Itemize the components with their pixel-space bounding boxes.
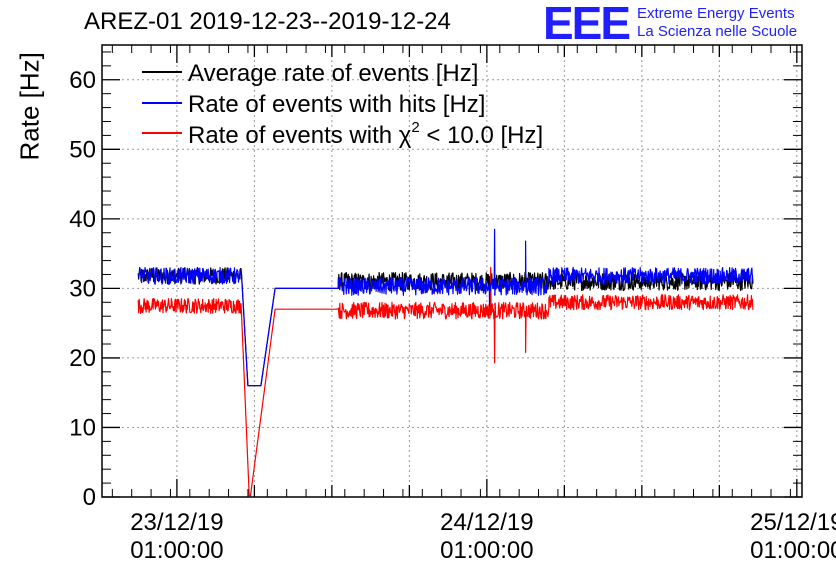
logo-subtitle-2: La Scienza nelle Scuole <box>637 23 798 40</box>
x-tick-label-time: 01:00:00 <box>130 537 223 564</box>
series-lines <box>137 228 754 497</box>
legend-label-chi2: Rate of events with χ2 < 10.0 [Hz] <box>188 119 543 149</box>
legend-chi2-prefix: Rate of events with <box>188 122 399 149</box>
legend-chi2-exponent: 2 <box>411 119 419 136</box>
x-tick-label-date: 25/12/19 <box>750 509 836 536</box>
legend: Average rate of events [Hz] Rate of even… <box>142 60 543 149</box>
grid <box>102 45 802 497</box>
logo-subtitle-1: Extreme Energy Events <box>637 5 795 22</box>
y-tick-label: 20 <box>69 345 96 372</box>
y-tick-label: 60 <box>69 67 96 94</box>
legend-label-average: Average rate of events [Hz] <box>188 60 478 87</box>
plot-frame <box>101 44 803 498</box>
y-tick-label: 10 <box>69 414 96 441</box>
legend-label-hits: Rate of events with hits [Hz] <box>188 91 485 118</box>
series-line-chi2 <box>137 266 754 497</box>
legend-chi2-symbol: χ <box>399 122 412 149</box>
x-tick-label-date: 23/12/19 <box>130 509 223 536</box>
y-tick-label: 50 <box>69 136 96 163</box>
axis-ticks: 010203040506023/12/1901:00:0024/12/1901:… <box>69 45 836 564</box>
y-tick-label: 40 <box>69 206 96 233</box>
x-tick-label-time: 01:00:00 <box>440 537 533 564</box>
x-tick-label-time: 01:00:00 <box>750 537 836 564</box>
y-tick-label: 0 <box>83 484 96 511</box>
y-tick-label: 30 <box>69 275 96 302</box>
x-tick-label-date: 24/12/19 <box>440 509 533 536</box>
chart-title: AREZ-01 2019-12-23--2019-12-24 <box>84 8 451 35</box>
legend-chi2-suffix: < 10.0 [Hz] <box>420 122 543 149</box>
eee-logo: EEE <box>543 0 631 49</box>
series-line-hits <box>137 228 754 387</box>
